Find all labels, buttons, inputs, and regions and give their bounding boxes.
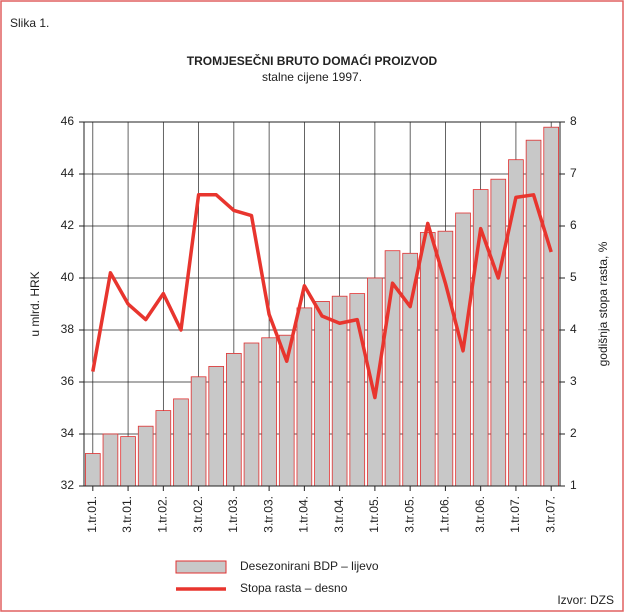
plot-border	[83, 121, 561, 487]
bar	[419, 232, 436, 487]
y2-tick-label: 3	[570, 374, 577, 388]
bar	[102, 433, 119, 487]
x-tick-label: 3.tr.03.	[261, 496, 275, 533]
x-tick-label: 1.tr.05.	[367, 496, 381, 533]
y-tick-label: 32	[61, 478, 75, 492]
bar	[226, 352, 242, 487]
y-tick-label: 46	[61, 114, 75, 128]
bar	[261, 337, 277, 487]
y2-tick-label: 8	[570, 114, 577, 128]
y-tick-label: 40	[61, 270, 75, 284]
source: Izvor: DZS	[557, 593, 614, 607]
legend-label: Stopa rasta – desno	[240, 581, 348, 595]
figure-label: Slika 1.	[10, 16, 49, 30]
bar	[508, 159, 524, 487]
bar	[137, 425, 154, 487]
x-tick-label: 1.tr.02.	[156, 496, 170, 533]
x-tick-label: 3.tr.01.	[120, 496, 134, 533]
y2-tick-label: 6	[570, 218, 577, 232]
bar	[155, 410, 172, 487]
line	[91, 193, 553, 400]
bar	[208, 365, 225, 487]
y-tick-label: 34	[61, 426, 75, 440]
y2-tick-label: 5	[570, 270, 577, 284]
bar	[490, 178, 507, 487]
bar	[296, 307, 313, 487]
y2-axis-label: godišnja stopa rasta, %	[596, 241, 610, 366]
x-tick-label: 3.tr.06.	[473, 496, 487, 533]
x-tick-label: 3.tr.02.	[191, 496, 205, 533]
legend-label: Desezonirani BDP – lijevo	[240, 559, 379, 573]
x-tick-label: 1.tr.07.	[508, 496, 522, 533]
bar	[85, 453, 101, 487]
x-tick-label: 1.tr.03.	[226, 496, 240, 533]
bar	[543, 126, 559, 487]
y-tick-label: 36	[61, 374, 75, 388]
x-tick-label: 1.tr.04.	[297, 496, 311, 533]
bar	[525, 139, 542, 487]
y2-tick-label: 7	[570, 166, 577, 180]
chart-title: TROMJESEČNI BRUTO DOMAĆI PROIZVOD	[187, 53, 438, 68]
bar	[120, 436, 136, 487]
x-tick-label: 3.tr.04.	[332, 496, 346, 533]
legend-swatch	[175, 560, 227, 574]
bar	[314, 300, 330, 487]
x-tick-label: 3.tr.07.	[543, 496, 557, 533]
x-tick-label: 1.tr.06.	[438, 496, 452, 533]
y2-tick-label: 2	[570, 426, 577, 440]
x-tick-label: 1.tr.01.	[85, 496, 99, 533]
bar	[173, 398, 189, 487]
x-tick-label: 3.tr.05.	[402, 496, 416, 533]
y-tick-label: 42	[61, 218, 75, 232]
y2-tick-label: 4	[570, 322, 577, 336]
y-tick-label: 44	[61, 166, 75, 180]
bar	[190, 376, 207, 487]
y2-tick-label: 1	[570, 478, 577, 492]
y-tick-label: 38	[61, 322, 75, 336]
y-axis-label: u mlrd. HRK	[28, 271, 42, 336]
chart-subtitle: stalne cijene 1997.	[262, 70, 362, 84]
bar	[243, 342, 260, 487]
